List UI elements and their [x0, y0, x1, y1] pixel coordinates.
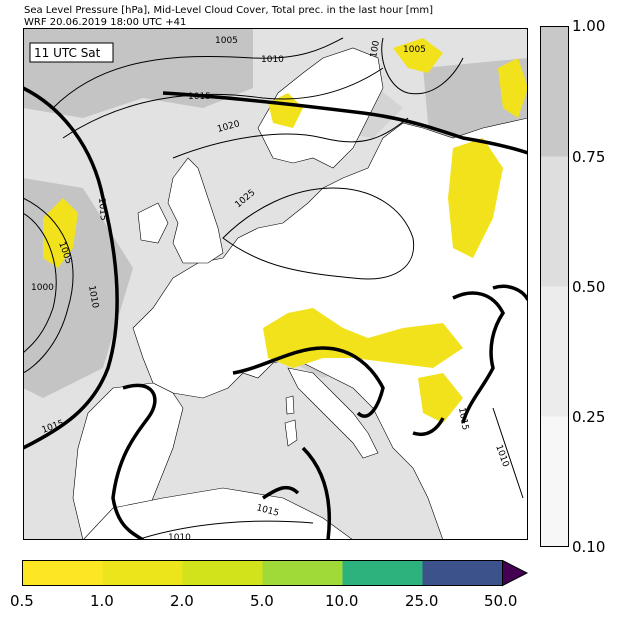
cloud-tick-label: 0.25 — [572, 408, 606, 426]
isobar-label: 1010 — [168, 533, 191, 540]
cloud-band — [540, 416, 569, 547]
precip-tick-label: 2.0 — [170, 592, 194, 610]
precip-tick-label: 5.0 — [250, 592, 274, 610]
isobar-label: 1005 — [403, 45, 426, 55]
time-label: 11 UTC Sat — [34, 46, 101, 60]
isobars-thin — [23, 37, 524, 539]
cloud-tick-label: 0.75 — [572, 148, 606, 166]
isobar-label: 1015 — [456, 407, 470, 431]
cloud-band — [540, 156, 569, 287]
precip-tick-label: 50.0 — [484, 592, 518, 610]
precip-tick-label: 1.0 — [90, 592, 114, 610]
isobar-label: 1015 — [188, 92, 211, 102]
isobar-label: 1005 — [215, 36, 238, 46]
cloud-band — [540, 26, 569, 157]
corsica — [285, 395, 295, 415]
precip-tick-label: 0.5 — [10, 592, 34, 610]
isobar-label: 1010 — [86, 285, 100, 310]
precipitation-colorbar — [22, 560, 529, 587]
isobar-label: 1015 — [96, 197, 108, 221]
precip-band — [262, 560, 343, 586]
ireland — [137, 202, 169, 244]
isobar-label: 1010 — [261, 55, 284, 65]
isobar-1015-thick — [23, 86, 528, 540]
time-label-box — [29, 42, 114, 63]
chart-title-line1: Sea Level Pressure [hPa], Mid-Level Clou… — [24, 5, 434, 16]
cloud-band — [540, 286, 569, 417]
precip-band — [22, 560, 103, 586]
sardinia — [284, 419, 298, 447]
north-africa — [82, 487, 354, 540]
chart-title-line2: WRF 20.06.2019 18:00 UTC +41 — [24, 17, 187, 28]
weather-map: 1005 1010 1005 1000 1005 100 1015 1020 1… — [23, 28, 528, 540]
precip-tick-label: 25.0 — [405, 592, 439, 610]
cloud-tick-label: 0.10 — [572, 538, 606, 556]
precip-band — [102, 560, 183, 586]
precipitation-layer — [43, 38, 528, 423]
cloud-tick-label: 0.50 — [572, 278, 606, 296]
precip-band — [422, 560, 503, 586]
cloud-cover-colorbar — [540, 26, 569, 547]
isobar-label: 100 — [369, 40, 382, 59]
precip-extend-arrow — [502, 560, 529, 587]
precip-band — [182, 560, 263, 586]
precip-tick-label: 10.0 — [325, 592, 359, 610]
cloud-tick-label: 1.00 — [572, 17, 606, 35]
isobar-label: 1000 — [31, 283, 54, 293]
italy — [287, 367, 379, 459]
precip-band — [342, 560, 423, 586]
britain — [167, 157, 224, 264]
